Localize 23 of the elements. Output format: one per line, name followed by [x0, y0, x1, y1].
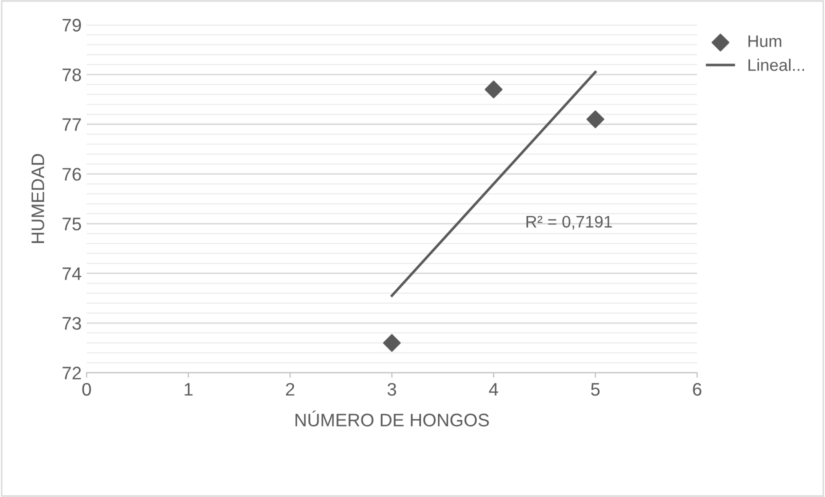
x-tick-label: 4: [489, 383, 498, 396]
y-tick-label: 76: [62, 168, 81, 181]
point: [586, 110, 604, 128]
y-tick-label: 74: [62, 267, 82, 280]
x-axis-title: NÚMERO DE HONGOS: [296, 410, 489, 426]
point: [484, 80, 503, 98]
x-tick-label: 0: [82, 382, 91, 396]
y-tick-label: 78: [62, 68, 81, 82]
y-tick-label: 72: [62, 366, 81, 380]
x-tick-label: 3: [388, 382, 396, 396]
x-tick-label: 5: [591, 383, 600, 396]
annotation: R² = 0,7191: [526, 216, 612, 230]
y-tick-label: 79: [62, 18, 81, 32]
x-tick-label: 1: [184, 383, 193, 396]
point: [382, 334, 401, 352]
y-tick-label: 75: [62, 218, 82, 230]
y-tick-label: 73: [62, 316, 81, 330]
y-axis-title: HUMEDAD: [32, 154, 44, 243]
legend-label: Hum: [748, 35, 782, 48]
x-tick-label: 2: [286, 382, 294, 396]
y-tick-label: 77: [62, 118, 81, 131]
x-tick-label: 6: [693, 382, 702, 396]
legend-label: Lineal...: [748, 58, 804, 71]
